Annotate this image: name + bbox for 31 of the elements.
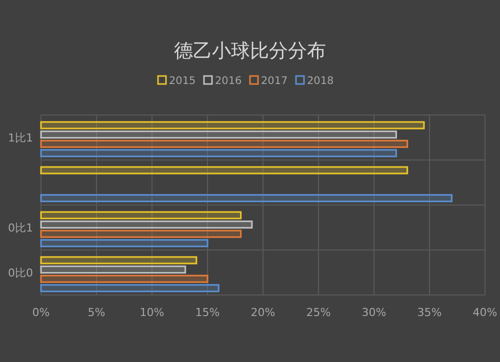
bar (40, 194, 452, 202)
bar (40, 211, 242, 220)
bar (40, 230, 242, 238)
bar (40, 284, 220, 292)
legend-label: 2015 (169, 75, 196, 87)
x-tick-label: 5% (88, 306, 106, 319)
x-tick-label: 40% (472, 306, 498, 319)
bar (40, 220, 253, 229)
y-tick-label: 0比0 (8, 266, 33, 280)
bar (40, 121, 425, 130)
bar (40, 166, 408, 174)
bar (40, 130, 397, 139)
y-tick-label: 0比1 (8, 222, 33, 234)
bar (40, 149, 397, 158)
chart-title: 德乙小球比分分布 (174, 40, 326, 62)
bar (40, 239, 208, 248)
x-tick-label: 20% (250, 306, 276, 319)
bar (40, 256, 198, 264)
bar (40, 266, 186, 274)
bar (40, 140, 408, 148)
bar (40, 274, 208, 283)
x-tick-label: 25% (306, 306, 331, 319)
y-tick-label: 1比1 (8, 132, 33, 144)
x-tick-label: 10% (140, 306, 164, 319)
x-tick-label: 15% (195, 306, 220, 319)
legend-label: 2017 (261, 75, 288, 87)
x-tick-label: 0% (32, 306, 50, 319)
x-tick-label: 30% (362, 306, 386, 319)
x-tick-label: 35% (417, 306, 442, 319)
legend-label: 2018 (307, 75, 334, 87)
legend-label: 2016 (215, 75, 242, 87)
